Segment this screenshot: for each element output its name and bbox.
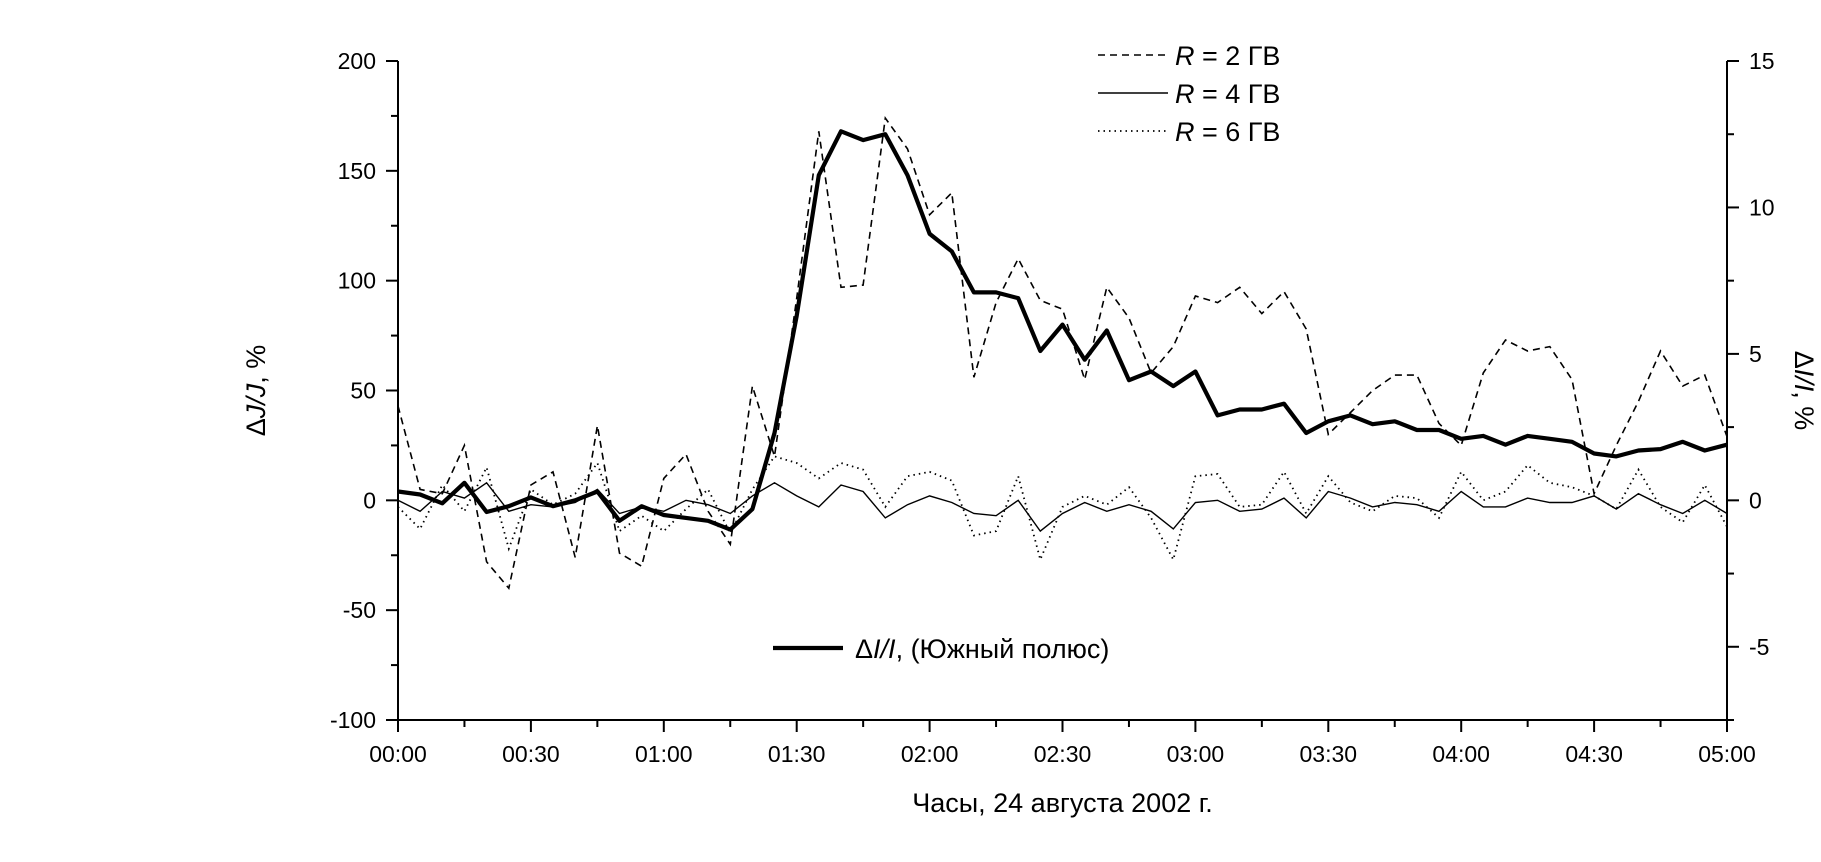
x-axis-title: Часы, 24 августа 2002 г. [912,788,1213,818]
x-tick-label: 00:00 [369,741,427,767]
legend-top: R = 2 ГВ R = 4 ГВ R = 6 ГВ [1098,41,1280,147]
x-tick-label: 01:30 [768,741,826,767]
y-left-tick-label: 150 [338,158,376,184]
x-tick-label: 02:00 [901,741,959,767]
y-left-tick-label: 0 [363,487,376,513]
y-axis-right-title: ΔI/I, % [1789,351,1819,431]
y-left-tick-label: -50 [343,597,376,623]
y-right-tick-label: 0 [1749,487,1762,513]
x-tick-label: 00:30 [502,741,560,767]
x-tick-label: 04:30 [1565,741,1623,767]
x-tick-label: 01:00 [635,741,693,767]
y-left-tick-label: 100 [338,268,376,294]
y-left-tick-label: -100 [330,707,376,733]
y-left-tick-label: 200 [338,48,376,74]
legend-label: ΔI/I, (Южный полюс) [855,634,1109,664]
y-right-tick-label: 5 [1749,341,1762,367]
y-right-tick-label: -5 [1749,634,1769,660]
series-line-solid [397,481,1728,533]
x-tick-label: 04:00 [1432,741,1490,767]
x-tick-label: 03:30 [1300,741,1358,767]
y-right-tick-label: 10 [1749,194,1775,220]
y-right-tick-label: 15 [1749,48,1775,74]
x-tick-label: 03:00 [1167,741,1225,767]
legend-label: R = 4 ГВ [1175,79,1280,109]
legend-label: R = 2 ГВ [1175,41,1280,71]
x-tick-label: 02:30 [1034,741,1092,767]
y-axis-left-title: ΔJ/J, % [241,345,271,437]
x-tick-label: 05:00 [1698,741,1756,767]
plot-area [397,115,1728,590]
legend-bottom: ΔI/I, (Южный полюс) [773,634,1109,664]
y-left-tick-label: 50 [350,378,376,404]
series-line-dashed [397,115,1728,590]
series-line-bold [397,129,1728,532]
series-line-dotted [397,455,1728,563]
legend-label: R = 6 ГВ [1175,117,1280,147]
